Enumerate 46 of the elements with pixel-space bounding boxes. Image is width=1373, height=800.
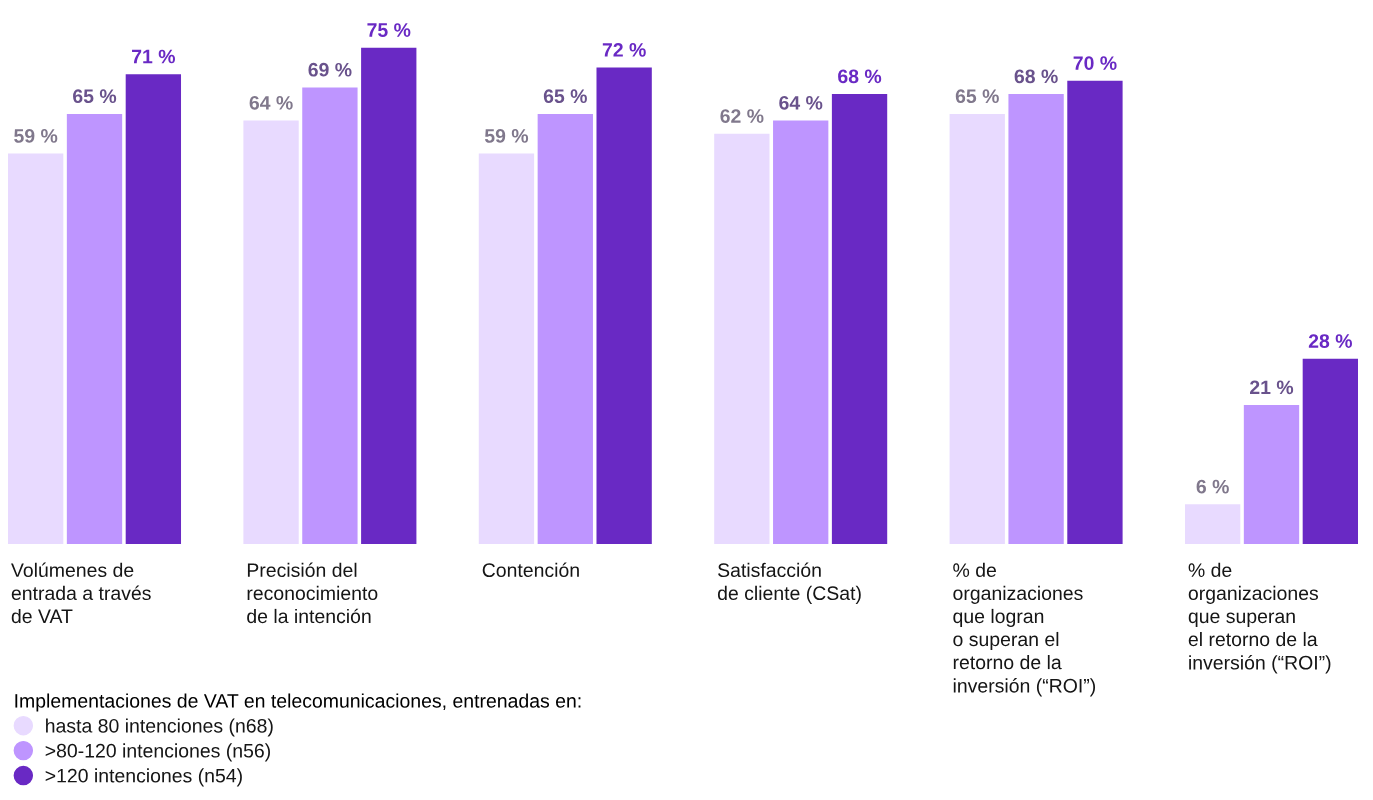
x-tick-label: Satisfacción de cliente (CSat) — [717, 562, 861, 604]
bar — [596, 67, 652, 544]
bar — [714, 133, 770, 544]
legend-label: hasta 80 intenciones (n68) — [46, 718, 273, 737]
data-label: 71 % — [132, 49, 176, 64]
bar — [125, 74, 182, 544]
x-tick-label: Volúmenes de entrada a través de VAT — [11, 562, 151, 624]
bar — [537, 113, 593, 544]
data-label: 6 % — [1196, 479, 1229, 494]
data-label: 65 % — [543, 89, 587, 104]
x-tick-label: Contención — [482, 562, 579, 578]
bar — [478, 153, 535, 544]
bar — [1184, 504, 1241, 544]
bar — [8, 153, 64, 544]
data-label: 64 % — [779, 95, 823, 110]
data-label: 75 % — [367, 23, 411, 37]
data-label: 70 % — [1073, 56, 1117, 70]
legend-label: >80-120 intenciones (n56) — [45, 743, 270, 762]
data-label: 68 % — [1014, 69, 1058, 84]
data-label: 59 % — [14, 129, 58, 143]
bar — [243, 120, 299, 544]
bar — [1067, 80, 1123, 544]
bar — [1008, 94, 1064, 544]
data-label: 21 % — [1250, 380, 1294, 395]
bar — [1243, 405, 1300, 544]
x-tick-label: % de organizaciones que superan el retorno de la inversión (“ROI”) — [1188, 562, 1331, 674]
data-label: 69 % — [308, 62, 352, 77]
data-label: 28 % — [1308, 334, 1352, 348]
bar — [66, 113, 123, 544]
data-label: 72 % — [602, 43, 646, 57]
x-tick-label: % de organizaciones que logran o superan el retorno de la inversión (“ROI”) — [953, 562, 1096, 697]
data-label: 65 % — [73, 89, 117, 104]
bar — [302, 87, 358, 544]
x-tick-label: Precisión del reconocimiento de la intención — [247, 562, 378, 624]
bar — [1302, 358, 1358, 544]
bar — [831, 94, 888, 544]
bar — [773, 120, 829, 544]
data-label: 65 % — [955, 89, 999, 104]
data-label: 64 % — [249, 95, 293, 110]
bar — [361, 47, 417, 544]
data-label: 59 % — [484, 129, 529, 143]
data-label: 62 % — [720, 109, 764, 123]
legend-title: Implementaciones de VAT en telecomunicaciones, entrenadas en: — [15, 693, 581, 712]
data-label: 68 % — [838, 69, 882, 84]
legend-label: >120 intenciones (n54) — [45, 768, 242, 787]
bar — [949, 113, 1005, 544]
